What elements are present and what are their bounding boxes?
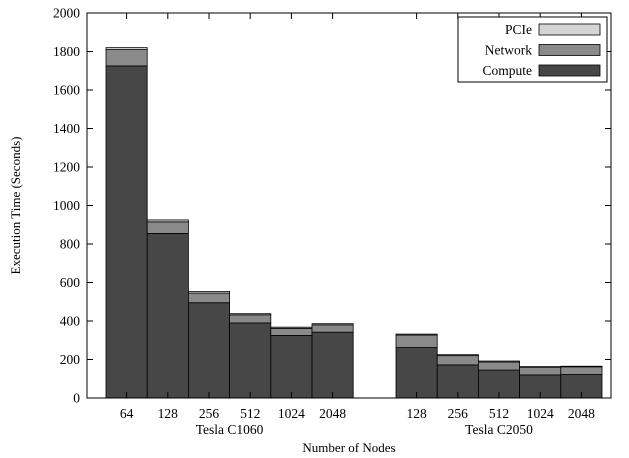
- x-tick-label: 128: [406, 406, 427, 421]
- bar-segment-compute: [229, 322, 272, 399]
- bar-segment-network: [229, 314, 272, 324]
- bar-segment-network: [560, 366, 603, 375]
- legend-label: PCIe: [505, 22, 532, 37]
- bar-segment-pcie: [229, 313, 272, 316]
- bars: [105, 47, 603, 399]
- legend: PCIe Network Compute: [457, 16, 608, 83]
- x-tick-label: 64: [120, 406, 134, 421]
- bar-segment-pcie: [146, 219, 189, 223]
- bar-segment-pcie: [311, 323, 354, 326]
- group-label: Tesla C2050: [465, 422, 533, 437]
- y-tick-label: 2000: [53, 6, 80, 21]
- y-axis-label: Execution Time (Seconds): [8, 137, 23, 275]
- bar-segment-compute: [187, 302, 230, 399]
- y-tick-label: 1800: [53, 44, 80, 59]
- x-tick-label: 256: [199, 406, 220, 421]
- x-axis-ticks: 64 128 256 512 1024 2048 128 256 512 1024 2048: [120, 13, 595, 421]
- bar-segment-compute: [146, 233, 189, 399]
- bar-segment-compute: [105, 65, 148, 399]
- group-label: Tesla C1060: [196, 422, 264, 437]
- legend-swatch-network: [538, 44, 601, 56]
- legend-swatch-pcie: [538, 23, 601, 36]
- x-axis-label: Number of Nodes: [302, 440, 395, 455]
- y-tick-label: 200: [60, 352, 81, 367]
- y-axis-ticks: 0 200 400 600 800 1000 1200 1400 1600 1800 2000: [53, 6, 611, 406]
- bar-segment-network: [395, 334, 438, 348]
- y-tick-label: 1000: [53, 198, 80, 213]
- x-tick-label: 1024: [527, 406, 554, 421]
- bar-segment-network: [519, 366, 562, 376]
- bar-segment-pcie: [187, 291, 230, 294]
- bar-segment-pcie: [436, 354, 479, 357]
- y-tick-label: 0: [73, 391, 80, 406]
- x-tick-label: 512: [489, 406, 509, 421]
- bar-segment-pcie: [477, 360, 520, 363]
- x-tick-label: 2048: [319, 406, 346, 421]
- y-tick-label: 600: [60, 275, 81, 290]
- y-tick-label: 1200: [53, 160, 80, 175]
- y-tick-label: 800: [60, 237, 81, 252]
- bar-segment-network: [105, 49, 148, 67]
- bar-segment-network: [270, 327, 313, 336]
- bar-segment-compute: [270, 335, 313, 399]
- group-labels: Tesla C1060 Tesla C2050: [196, 422, 533, 437]
- y-tick-label: 400: [60, 314, 81, 329]
- y-tick-label: 1600: [53, 83, 80, 98]
- legend-label: Compute: [483, 63, 533, 78]
- bar-segment-compute: [311, 331, 354, 399]
- legend-label: Network: [485, 43, 532, 58]
- bar-segment-pcie: [395, 333, 438, 336]
- bar-segment-pcie: [105, 47, 148, 50]
- bar-segment-compute: [395, 347, 438, 399]
- x-tick-label: 256: [448, 406, 469, 421]
- bar-segment-network: [311, 324, 354, 333]
- bar-segment-pcie: [270, 326, 313, 329]
- bar-segment-network: [187, 292, 230, 304]
- bar-segment-pcie: [519, 366, 562, 368]
- bar-segment-network: [146, 221, 189, 234]
- plot-frame: [86, 12, 612, 399]
- y-tick-label: 1400: [53, 121, 80, 136]
- legend-swatch-compute: [538, 64, 601, 77]
- x-tick-label: 512: [240, 406, 260, 421]
- bar-segment-network: [477, 361, 520, 371]
- bar-segment-pcie: [560, 365, 603, 368]
- x-tick-label: 128: [158, 406, 179, 421]
- x-tick-label: 2048: [568, 406, 595, 421]
- bar-segment-network: [436, 355, 479, 366]
- x-tick-label: 1024: [278, 406, 305, 421]
